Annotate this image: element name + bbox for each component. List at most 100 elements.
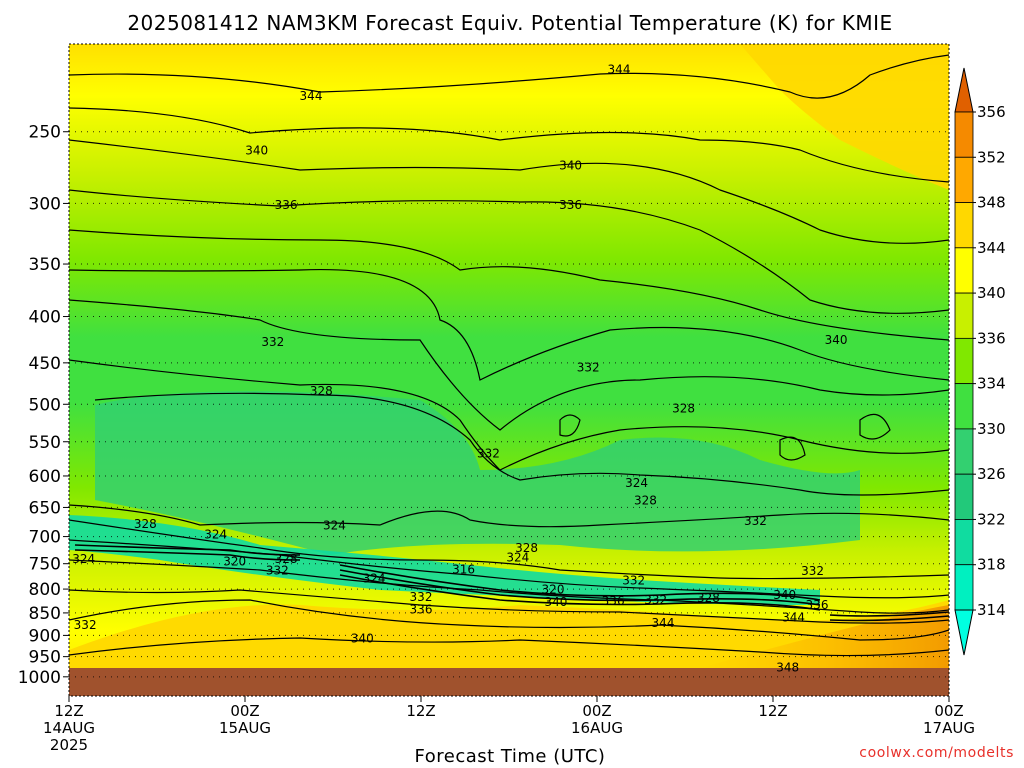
colorbar-label: 348 (977, 194, 1006, 212)
warm-upper-right (740, 44, 949, 190)
y-tick-label: 1000 (18, 668, 61, 688)
x-tick-label: 12Z (406, 702, 435, 720)
contour-label: 316 (452, 562, 475, 576)
contour-label: 332 (74, 618, 97, 632)
contour-label: 332 (744, 514, 767, 528)
contour-label: 324 (72, 552, 95, 566)
colorbar-segment (954, 383, 974, 430)
contour-label: 328 (310, 384, 333, 398)
colorbar-segment (954, 519, 974, 566)
y-tick-label: 500 (29, 395, 61, 415)
colorbar-label: 334 (977, 375, 1006, 393)
y-tick-label: 400 (29, 308, 61, 328)
contour-label: 340 (773, 588, 796, 602)
contour-label: 332 (577, 361, 600, 375)
y-tick-label: 950 (29, 648, 61, 668)
plot-frame (68, 43, 950, 697)
colorbar-label: 318 (977, 556, 1006, 574)
contour-label: 344 (608, 62, 631, 76)
contour-label: 336 (806, 598, 829, 612)
x-tick-label: 14AUG (43, 719, 95, 737)
contour-label: 332 (410, 590, 433, 604)
y-tick-label: 250 (29, 123, 61, 143)
chart-title: 2025081412 NAM3KM Forecast Equiv. Potent… (127, 11, 892, 35)
colorbar-segment (954, 428, 974, 475)
colorbar-label: 340 (977, 284, 1006, 302)
colorbar-label: 344 (977, 239, 1006, 257)
contour-label: 332 (477, 447, 500, 461)
contour-label: 324 (363, 572, 386, 586)
contour-label: 348 (776, 660, 799, 674)
colorbar-label: 326 (977, 465, 1006, 483)
x-tick-label: 2025 (50, 736, 88, 754)
colorbar-label: 330 (977, 420, 1006, 438)
colorbar-segment (954, 337, 974, 385)
contour-label: 340 (351, 632, 374, 646)
colorbar-over-arrow (954, 67, 974, 113)
colorbar-label: 314 (977, 601, 1006, 619)
dense-contour-band (74, 544, 949, 622)
contour-label: 332 (801, 564, 824, 578)
contour-label: 340 (559, 158, 582, 172)
x-tick-label: 00Z (230, 702, 259, 720)
contour-label: 336 (410, 603, 433, 617)
colorbar-label: 352 (977, 148, 1006, 166)
y-tick-label: 550 (29, 433, 61, 453)
y-tick-label: 450 (29, 354, 61, 374)
contour-label: 340 (825, 333, 848, 347)
colorbar-label: 336 (977, 329, 1006, 347)
contour-lines (69, 54, 949, 657)
contour-label: 328 (697, 591, 720, 605)
contour-label: 344 (652, 616, 675, 630)
x-tick-label: 17AUG (923, 719, 975, 737)
contour-label: 328 (672, 402, 695, 416)
y-tick-label: 350 (29, 255, 61, 275)
colorbar-segment (954, 292, 974, 339)
contour-label: 324 (625, 476, 648, 490)
y-axis: 2503003504004505005506006507007508008509… (18, 123, 69, 688)
y-tick-label: 750 (29, 555, 61, 575)
contour-label: 332 (266, 563, 289, 577)
colorbar-label: 322 (977, 510, 1006, 528)
y-tick-label: 600 (29, 467, 61, 487)
y-tick-label: 900 (29, 626, 61, 646)
colorbar-label: 356 (977, 103, 1006, 121)
contour-label: 320 (542, 583, 565, 597)
contour-label: 328 (134, 517, 157, 531)
contour-label: 324 (204, 527, 227, 541)
colorbar-segment (954, 564, 974, 611)
contour-label: 332 (644, 593, 667, 607)
y-tick-label: 850 (29, 604, 61, 624)
contour-label: 344 (782, 611, 805, 625)
contour-label: 332 (261, 335, 284, 349)
colorbar: 356 352 348 344 340 336 334 330 326 322 318 314 (954, 67, 1006, 656)
contour-label: 336 (275, 198, 298, 212)
moist-region (95, 391, 860, 555)
y-tick-label: 300 (29, 194, 61, 214)
contour-label: 328 (275, 552, 298, 566)
y-tick-label: 650 (29, 498, 61, 518)
contour-label: 340 (245, 144, 268, 158)
colorbar-segment (954, 202, 974, 249)
contour-label: 336 (559, 198, 582, 212)
credit-text: coolwx.com/modelts (859, 745, 1014, 761)
colorbar-segment (954, 247, 974, 294)
ground-shading (69, 668, 949, 696)
low-level-moist-band (69, 515, 820, 605)
colorbar-segment (954, 111, 974, 158)
contour-label: 340 (544, 595, 567, 609)
x-axis-title: Forecast Time (UTC) (415, 746, 606, 767)
colorbar-under-arrow (954, 609, 974, 656)
contour-label: 336 (602, 594, 625, 608)
x-tick-label: 12Z (54, 702, 83, 720)
contour-label: 320 (223, 555, 246, 569)
contour-label: 332 (622, 574, 645, 588)
x-tick-label: 15AUG (219, 719, 271, 737)
contour-label: 324 (506, 550, 529, 564)
x-tick-label: 12Z (758, 702, 787, 720)
colorbar-segment (954, 156, 974, 203)
